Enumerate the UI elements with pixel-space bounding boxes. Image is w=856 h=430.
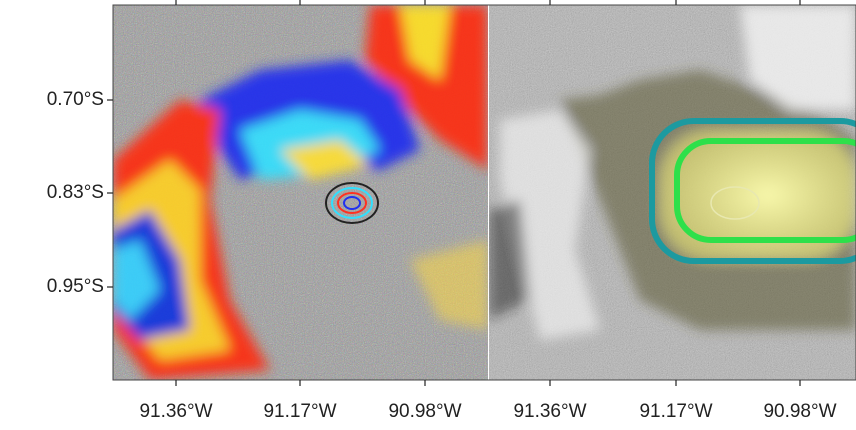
- x-tick-label: 91.17°W: [263, 401, 336, 422]
- y-tick-label: 0.95°S: [47, 276, 104, 297]
- y-tick-label: 0.70°S: [47, 89, 104, 110]
- left-panel: [113, 5, 488, 380]
- x-tick-label: 90.98°W: [763, 401, 836, 422]
- y-tick-label: 0.83°S: [47, 182, 104, 203]
- page: 0.70°S 0.83°S 0.95°S 91.36°W 91.17°W 90.…: [0, 0, 856, 430]
- map-figure: 0.70°S 0.83°S 0.95°S 91.36°W 91.17°W 90.…: [0, 0, 856, 430]
- right-panel: [489, 5, 856, 380]
- x-tick-label: 90.98°W: [388, 401, 461, 422]
- x-tick-label: 91.36°W: [513, 401, 586, 422]
- x-tick-label: 91.36°W: [139, 401, 212, 422]
- x-tick-label: 91.17°W: [639, 401, 712, 422]
